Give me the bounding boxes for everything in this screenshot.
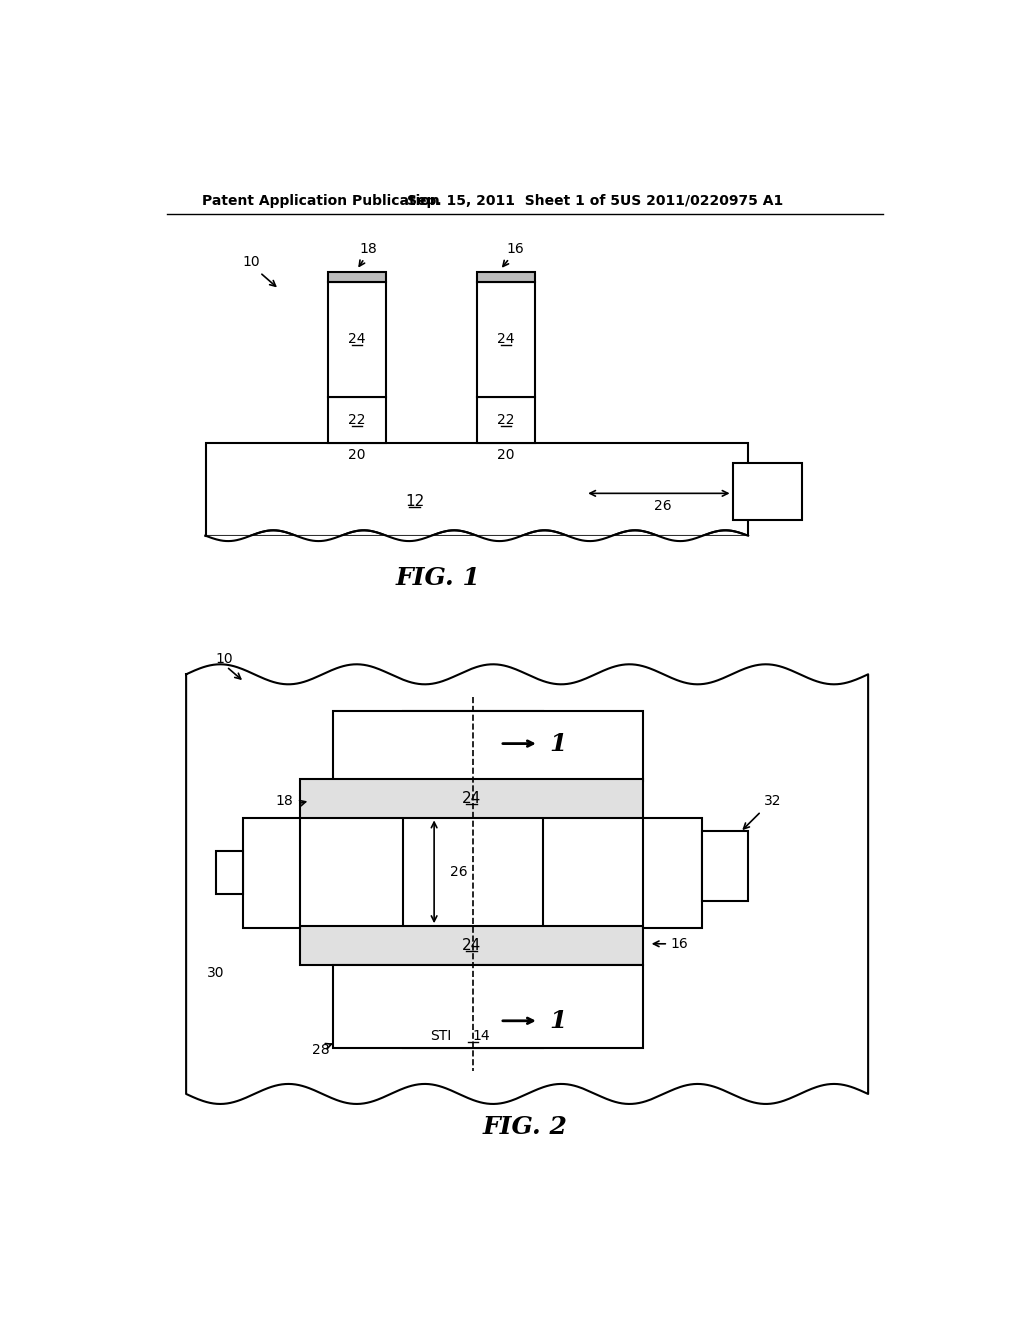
Text: 12: 12 — [406, 494, 424, 508]
Text: 18: 18 — [359, 243, 377, 256]
Text: 20: 20 — [497, 447, 515, 462]
Bar — [328, 272, 386, 281]
Bar — [334, 711, 643, 780]
Text: 30: 30 — [207, 966, 224, 979]
Bar — [477, 272, 535, 281]
Text: 16: 16 — [507, 243, 524, 256]
Text: 14: 14 — [473, 1030, 490, 1043]
Text: 16: 16 — [671, 937, 688, 950]
Text: 32: 32 — [764, 795, 781, 808]
Text: 1: 1 — [550, 1008, 567, 1032]
Bar — [300, 779, 643, 817]
Text: 20: 20 — [348, 447, 366, 462]
Text: 26: 26 — [654, 499, 672, 513]
Text: 10: 10 — [243, 255, 260, 269]
Text: Sep. 15, 2011  Sheet 1 of 5: Sep. 15, 2011 Sheet 1 of 5 — [407, 194, 620, 207]
Bar — [300, 927, 643, 965]
Text: 18: 18 — [275, 795, 293, 808]
Text: STI: STI — [757, 479, 778, 492]
Text: 28: 28 — [312, 1043, 330, 1057]
Text: US 2011/0220975 A1: US 2011/0220975 A1 — [621, 194, 783, 207]
Bar — [403, 711, 543, 1048]
Bar — [328, 281, 386, 397]
Text: 26: 26 — [450, 865, 467, 879]
Bar — [328, 397, 386, 444]
Bar — [477, 397, 535, 444]
Bar — [243, 817, 300, 928]
Bar — [216, 851, 243, 894]
Text: STI: STI — [430, 1030, 452, 1043]
Text: FIG. 1: FIG. 1 — [395, 566, 480, 590]
Bar — [701, 830, 748, 902]
Text: Patent Application Publication: Patent Application Publication — [202, 194, 439, 207]
Bar — [477, 281, 535, 397]
Text: 22: 22 — [497, 413, 515, 428]
Text: 10: 10 — [216, 652, 233, 665]
Text: 24: 24 — [462, 937, 481, 953]
Text: 22: 22 — [348, 413, 366, 428]
Bar — [334, 965, 643, 1048]
Bar — [732, 462, 802, 520]
Text: 24: 24 — [497, 333, 515, 346]
Text: 14: 14 — [759, 494, 776, 508]
Text: FIG. 2: FIG. 2 — [482, 1115, 567, 1139]
Text: 24: 24 — [462, 791, 481, 805]
Text: 1: 1 — [550, 731, 567, 755]
Bar — [643, 817, 701, 928]
Text: 24: 24 — [348, 333, 366, 346]
Bar — [206, 444, 748, 536]
